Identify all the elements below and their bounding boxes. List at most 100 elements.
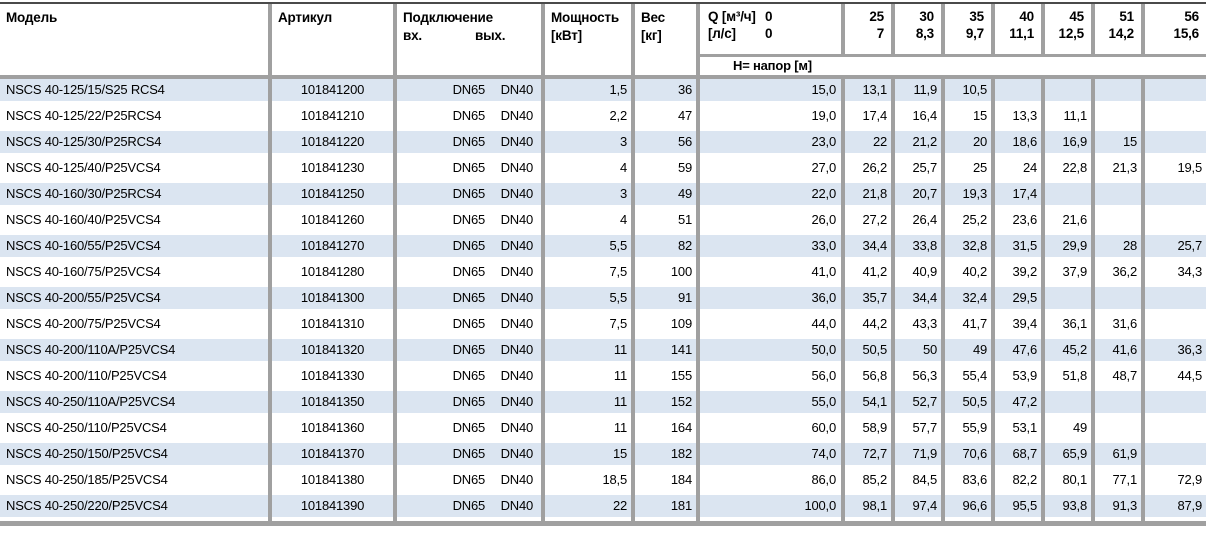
head-cell — [1145, 391, 1206, 417]
head-cell: 45,2 — [1045, 339, 1095, 365]
table-row: NSCS 40-125/15/S25 RCS4 101841200 DN65 D… — [0, 79, 1206, 105]
head-cell: 26,2 — [845, 157, 895, 183]
head-band-label: Н= напор [м] — [733, 58, 812, 73]
head-cell: 32,8 — [945, 235, 995, 261]
head-cell — [995, 79, 1045, 105]
head-cell — [1095, 209, 1145, 235]
head-cell — [1095, 105, 1145, 131]
head-q0-cell: 33,0 — [700, 235, 845, 261]
connection-cell: DN65 DN40 — [397, 131, 545, 157]
articul-cell: 101841310 — [272, 313, 397, 339]
header-connection: Подключение вх. вых. — [397, 4, 545, 79]
articul-cell: 101841300 — [272, 287, 397, 313]
power-cell: 7,5 — [545, 313, 635, 339]
head-cell: 18,6 — [995, 131, 1045, 157]
head-cell: 61,9 — [1095, 443, 1145, 469]
head-cell: 96,6 — [945, 495, 995, 521]
weight-cell: 182 — [635, 443, 700, 469]
head-cell: 95,5 — [995, 495, 1045, 521]
head-q0-cell: 22,0 — [700, 183, 845, 209]
header-flow-section: Q [м³/ч] 0 [л/с] 0 25 7 30 8,3 35 9,7 40 — [700, 4, 1206, 79]
outlet-value: DN40 — [500, 394, 534, 409]
outlet-value: DN40 — [500, 420, 534, 435]
flow-col-header: 30 8,3 — [895, 4, 945, 54]
flow-ls-label-line: [л/с] 0 — [708, 25, 841, 42]
power-cell: 18,5 — [545, 469, 635, 495]
weight-cell: 141 — [635, 339, 700, 365]
head-cell: 11,9 — [895, 79, 945, 105]
head-cell: 53,1 — [995, 417, 1045, 443]
head-cell: 48,7 — [1095, 365, 1145, 391]
connection-cell: DN65 DN40 — [397, 105, 545, 131]
articul-cell: 101841270 — [272, 235, 397, 261]
head-cell: 52,7 — [895, 391, 945, 417]
head-cell: 21,6 — [1045, 209, 1095, 235]
model-cell: NSCS 40-160/40/P25VCS4 — [0, 209, 272, 235]
head-q0-cell: 41,0 — [700, 261, 845, 287]
head-cell — [1095, 287, 1145, 313]
head-cell: 50 — [895, 339, 945, 365]
head-cell — [1145, 443, 1206, 469]
head-q0-cell: 60,0 — [700, 417, 845, 443]
power-cell: 11 — [545, 417, 635, 443]
head-cell: 58,9 — [845, 417, 895, 443]
head-q0-cell: 36,0 — [700, 287, 845, 313]
head-cell — [1145, 287, 1206, 313]
head-cell: 56,8 — [845, 365, 895, 391]
head-cell: 24 — [995, 157, 1045, 183]
head-cell: 29,9 — [1045, 235, 1095, 261]
power-cell: 5,5 — [545, 287, 635, 313]
head-cell: 26,4 — [895, 209, 945, 235]
head-cell: 17,4 — [845, 105, 895, 131]
table-row: NSCS 40-125/30/P25RCS4 101841220 DN65 DN… — [0, 131, 1206, 157]
flow-m3h-value: 35 — [969, 9, 984, 24]
header-weight-unit: [кг] — [641, 28, 662, 43]
power-cell: 11 — [545, 339, 635, 365]
head-cell: 23,6 — [995, 209, 1045, 235]
head-cell: 41,2 — [845, 261, 895, 287]
table-row: NSCS 40-200/110A/P25VCS4 101841320 DN65 … — [0, 339, 1206, 365]
table-row: NSCS 40-200/75/P25VCS4 101841310 DN65 DN… — [0, 313, 1206, 339]
head-cell: 25,2 — [945, 209, 995, 235]
head-cell — [1095, 391, 1145, 417]
head-cell — [1095, 183, 1145, 209]
connection-cell: DN65 DN40 — [397, 235, 545, 261]
weight-cell: 155 — [635, 365, 700, 391]
head-q0-cell: 26,0 — [700, 209, 845, 235]
articul-cell: 101841220 — [272, 131, 397, 157]
model-cell: NSCS 40-200/110A/P25VCS4 — [0, 339, 272, 365]
head-cell: 39,2 — [995, 261, 1045, 287]
header-power-unit: [кВт] — [551, 28, 582, 43]
connection-cell: DN65 DN40 — [397, 209, 545, 235]
model-cell: NSCS 40-250/110A/P25VCS4 — [0, 391, 272, 417]
head-cell: 56,3 — [895, 365, 945, 391]
head-cell: 57,7 — [895, 417, 945, 443]
inlet-value: DN65 — [452, 160, 486, 175]
inlet-value: DN65 — [452, 186, 486, 201]
weight-cell: 49 — [635, 183, 700, 209]
outlet-value: DN40 — [500, 342, 534, 357]
connection-cell: DN65 DN40 — [397, 79, 545, 105]
weight-cell: 184 — [635, 469, 700, 495]
head-cell: 28 — [1095, 235, 1145, 261]
model-cell: NSCS 40-250/185/P25VCS4 — [0, 469, 272, 495]
head-cell: 34,4 — [895, 287, 945, 313]
head-cell — [1145, 209, 1206, 235]
outlet-value: DN40 — [500, 446, 534, 461]
inlet-value: DN65 — [452, 472, 486, 487]
articul-cell: 101841200 — [272, 79, 397, 105]
head-cell: 35,7 — [845, 287, 895, 313]
head-cell: 15 — [1095, 131, 1145, 157]
head-cell: 22 — [845, 131, 895, 157]
inlet-value: DN65 — [452, 342, 486, 357]
flow-ls-label: [л/с] — [708, 26, 736, 41]
outlet-value: DN40 — [500, 498, 534, 513]
articul-cell: 101841230 — [272, 157, 397, 183]
table-row: NSCS 40-160/75/P25VCS4 101841280 DN65 DN… — [0, 261, 1206, 287]
table-row: NSCS 40-160/30/P25RCS4 101841250 DN65 DN… — [0, 183, 1206, 209]
flow-ls-value: 9,7 — [965, 26, 984, 41]
connection-cell: DN65 DN40 — [397, 495, 545, 521]
flow-header-box: Q [м³/ч] 0 [л/с] 0 25 7 30 8,3 35 9,7 40 — [700, 4, 1206, 57]
flow-m3h-value: 45 — [1069, 9, 1084, 24]
